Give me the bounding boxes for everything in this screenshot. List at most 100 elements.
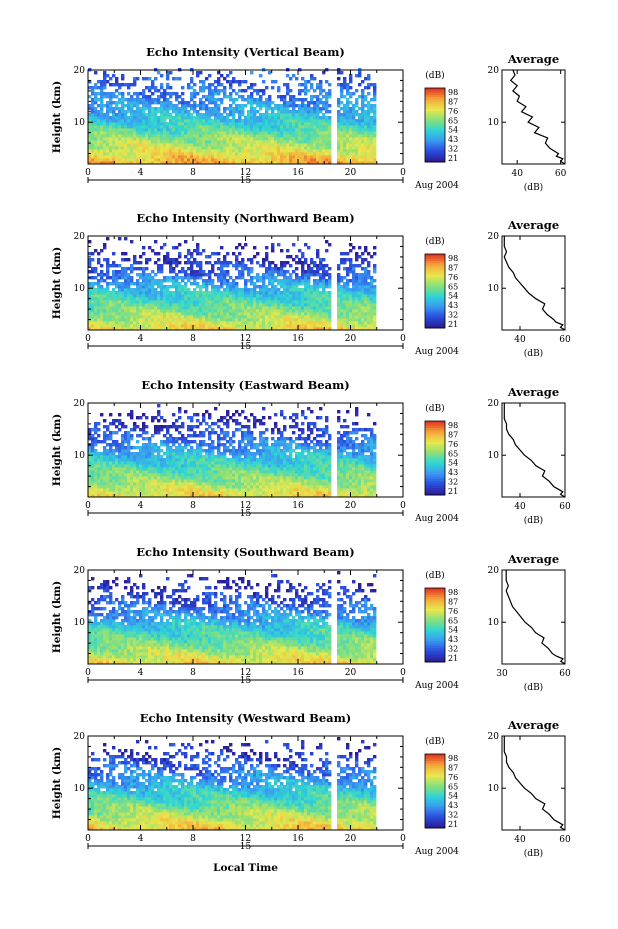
heatmap-cell xyxy=(286,158,290,162)
heatmap-cell xyxy=(298,321,302,325)
heatmap-cell xyxy=(196,158,200,162)
heatmap-cell xyxy=(127,303,131,307)
heatmap-cell xyxy=(202,327,206,331)
heatmap-cell xyxy=(127,104,131,108)
heatmap-cell xyxy=(160,152,164,156)
heatmap-cell xyxy=(202,95,206,99)
heatmap-cell xyxy=(316,134,320,138)
heatmap-cell xyxy=(223,152,227,156)
heatmap-cell xyxy=(223,137,227,141)
heatmap-cell xyxy=(361,252,365,256)
heatmap-cell xyxy=(343,125,347,129)
heatmap-cell xyxy=(142,128,146,132)
heatmap-cell xyxy=(307,116,311,120)
heatmap-cell xyxy=(118,137,122,141)
heatmap-cell xyxy=(349,315,353,319)
heatmap-cell xyxy=(160,95,164,99)
heatmap-cell xyxy=(319,303,323,307)
heatmap-cell xyxy=(160,137,164,141)
heatmap-cell xyxy=(193,327,197,331)
heatmap-cell xyxy=(292,258,296,262)
heatmap-cell xyxy=(103,485,107,489)
heatmap-cell xyxy=(286,104,290,108)
heatmap-cell xyxy=(235,107,239,111)
heatmap-cell xyxy=(304,327,308,331)
heatmap-cell xyxy=(226,303,230,307)
heatmap-cell xyxy=(307,137,311,141)
heatmap-cell xyxy=(337,83,341,87)
colorbar-band xyxy=(425,138,445,142)
heatmap-cell xyxy=(217,146,221,150)
heatmap-cell xyxy=(259,279,263,283)
heatmap-cell xyxy=(172,294,176,298)
heatmap-cell xyxy=(202,137,206,141)
heatmap-cell xyxy=(373,285,377,289)
heatmap-cell xyxy=(187,273,191,277)
heatmap-cell xyxy=(97,300,101,304)
heatmap-cell xyxy=(358,158,362,162)
heatmap-cell xyxy=(310,161,314,165)
heatmap-cell xyxy=(355,318,359,322)
heatmap-cell xyxy=(280,303,284,307)
heatmap-cell xyxy=(208,137,212,141)
heatmap-cell xyxy=(112,122,116,126)
heatmap-cell xyxy=(178,294,182,298)
heatmap-cell xyxy=(151,279,155,283)
heatmap-cell xyxy=(88,482,92,486)
heatmap-cell xyxy=(223,161,227,165)
heatmap-cell xyxy=(226,80,230,84)
heatmap-cell xyxy=(223,119,227,123)
heatmap-cell xyxy=(298,294,302,298)
heatmap-cell xyxy=(328,125,332,129)
heatmap-cell xyxy=(247,294,251,298)
x-tick-label: 12 xyxy=(240,334,251,344)
heatmap-cell xyxy=(181,146,185,150)
heatmap-cell xyxy=(172,116,176,120)
heatmap-cell xyxy=(181,270,185,274)
colorbar-band xyxy=(425,155,445,158)
heatmap-cell xyxy=(265,291,269,295)
heatmap-cell xyxy=(226,134,230,138)
heatmap-cell xyxy=(184,315,188,319)
heatmap-cell xyxy=(145,315,149,319)
heatmap-cell xyxy=(244,297,248,301)
heatmap-cell xyxy=(106,110,110,114)
heatmap-cell xyxy=(250,276,254,280)
heatmap-cell xyxy=(175,98,179,102)
heatmap-cell xyxy=(124,113,128,117)
heatmap-cell xyxy=(244,116,248,120)
heatmap-cell xyxy=(274,155,278,159)
heatmap-cell xyxy=(250,321,254,325)
heatmap-cell xyxy=(211,98,215,102)
heatmap-cell xyxy=(115,83,119,87)
heatmap-cell xyxy=(220,131,224,135)
heatmap-cell xyxy=(211,110,215,114)
heatmap-cell xyxy=(214,482,218,486)
heatmap-cell xyxy=(274,312,278,316)
heatmap-cell xyxy=(208,255,212,259)
heatmap-cell xyxy=(337,318,341,322)
heatmap-cell xyxy=(217,261,221,265)
heatmap-cell xyxy=(223,155,227,159)
heatmap-cell xyxy=(217,324,221,328)
heatmap-cell xyxy=(214,104,218,108)
heatmap-cell xyxy=(178,291,182,295)
heatmap-cell xyxy=(373,119,377,123)
heatmap-cell xyxy=(112,152,116,156)
heatmap-cell xyxy=(283,261,287,265)
heatmap-cell xyxy=(295,261,299,265)
heatmap-cell xyxy=(235,149,239,153)
heatmap-cell xyxy=(121,273,125,277)
heatmap-cell xyxy=(340,285,344,289)
heatmap-cell xyxy=(100,131,104,135)
heatmap-cell xyxy=(208,146,212,150)
colorbar-band xyxy=(425,145,445,149)
heatmap-cell xyxy=(130,125,134,129)
heatmap-cell xyxy=(142,246,146,250)
heatmap-cell xyxy=(277,86,281,90)
heatmap-cell xyxy=(310,155,314,159)
heatmap-cell xyxy=(367,327,371,331)
heatmap-cell xyxy=(253,294,257,298)
heatmap-cell xyxy=(328,488,332,492)
heatmap-cell xyxy=(367,303,371,307)
